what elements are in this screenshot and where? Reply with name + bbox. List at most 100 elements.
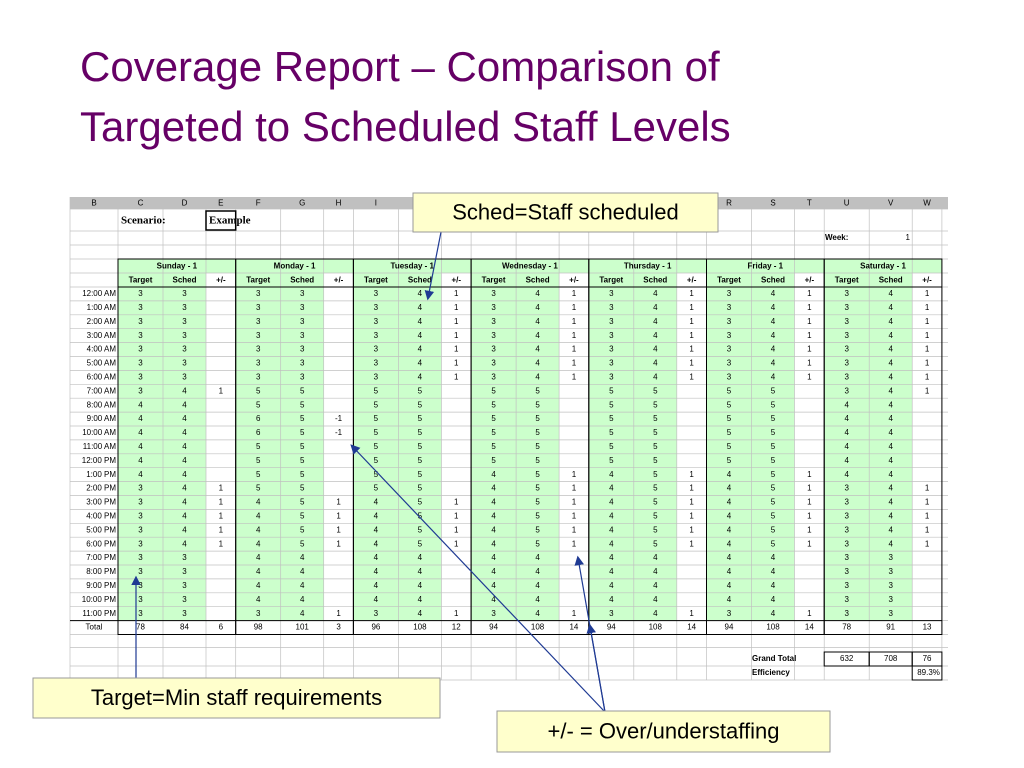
cell-value: 4 — [374, 581, 379, 590]
cell-value: 1 — [572, 372, 577, 381]
time-label: 1:00 AM — [87, 303, 117, 312]
callout-text: Sched=Staff scheduled — [452, 199, 679, 224]
cell-value: 1 — [689, 331, 694, 340]
cell-value: 4 — [653, 359, 658, 368]
cell-value: 4 — [888, 498, 893, 507]
cell-value: 5 — [491, 386, 496, 395]
cell-value: 5 — [418, 498, 423, 507]
cell-value: 4 — [653, 609, 658, 618]
cell-value: 5 — [418, 511, 423, 520]
total-value: 108 — [766, 623, 780, 632]
total-value: 13 — [923, 623, 932, 632]
cell-value: 1 — [219, 498, 224, 507]
cell-value: 4 — [771, 331, 776, 340]
cell-value: 3 — [844, 345, 849, 354]
cell-value: 1 — [336, 525, 341, 534]
cell-value: 5 — [535, 414, 540, 423]
column-letter: E — [218, 199, 223, 208]
cell-value: 3 — [374, 289, 379, 298]
cell-value: 4 — [418, 359, 423, 368]
cell-value: -1 — [335, 428, 343, 437]
sub-header: +/- — [569, 276, 579, 285]
cell-value: 4 — [771, 567, 776, 576]
cell-value: 1 — [454, 539, 459, 548]
cell-value: 4 — [727, 484, 732, 493]
cell-value: 1 — [925, 289, 930, 298]
cell-value: 3 — [300, 317, 305, 326]
cell-value: 3 — [727, 317, 732, 326]
cell-value: 4 — [535, 303, 540, 312]
sub-header: +/- — [451, 276, 461, 285]
cell-value: 3 — [182, 289, 187, 298]
cell-value: 4 — [491, 581, 496, 590]
total-value: 101 — [296, 623, 310, 632]
cell-value: 1 — [689, 359, 694, 368]
cell-value: 4 — [138, 428, 143, 437]
cell-value: 5 — [535, 428, 540, 437]
cell-value: 5 — [771, 539, 776, 548]
cell-value: 4 — [727, 567, 732, 576]
cell-value: 4 — [609, 525, 614, 534]
cell-fill — [633, 273, 677, 621]
cell-value: 5 — [418, 525, 423, 534]
column-letter: V — [888, 199, 894, 208]
cell-value: 3 — [138, 289, 143, 298]
cell-value: 4 — [418, 372, 423, 381]
cell-value: 3 — [138, 567, 143, 576]
cell-value: 4 — [491, 484, 496, 493]
cell-value: 5 — [418, 456, 423, 465]
cell-value: 4 — [182, 525, 187, 534]
cell-value: 3 — [256, 372, 261, 381]
cell-value: 5 — [653, 428, 658, 437]
cell-fill — [751, 273, 795, 621]
cell-value: 5 — [535, 456, 540, 465]
cell-value: 5 — [609, 456, 614, 465]
cell-value: 1 — [807, 303, 812, 312]
cell-value: 4 — [771, 317, 776, 326]
cell-value: 4 — [771, 289, 776, 298]
cell-value: 1 — [454, 359, 459, 368]
cell-fill — [588, 273, 634, 621]
cell-value: 4 — [374, 498, 379, 507]
cell-value: 4 — [727, 595, 732, 604]
cell-value: 3 — [888, 609, 893, 618]
total-label: Total — [86, 623, 103, 632]
cell-value: 3 — [491, 289, 496, 298]
total-value: 78 — [842, 623, 851, 632]
cell-value: 4 — [182, 414, 187, 423]
total-value: 84 — [180, 623, 189, 632]
cell-value: 1 — [454, 303, 459, 312]
cell-value: 3 — [374, 359, 379, 368]
sub-header: +/- — [805, 276, 815, 285]
cell-value: 1 — [689, 484, 694, 493]
cell-value: 5 — [300, 386, 305, 395]
cell-value: 5 — [771, 498, 776, 507]
day-header: Monday - 1 — [274, 262, 316, 271]
cell-value: 1 — [572, 303, 577, 312]
cell-value: 1 — [925, 331, 930, 340]
total-value: 78 — [136, 623, 145, 632]
cell-value: 5 — [491, 414, 496, 423]
cell-value: 4 — [888, 470, 893, 479]
cell-value: 3 — [374, 372, 379, 381]
cell-value: 4 — [374, 567, 379, 576]
cell-value: 1 — [336, 511, 341, 520]
cell-value: 1 — [219, 511, 224, 520]
cell-value: 3 — [182, 609, 187, 618]
cell-value: 5 — [609, 414, 614, 423]
cell-value: 3 — [844, 553, 849, 562]
cell-value: 5 — [374, 442, 379, 451]
cell-value: 4 — [418, 595, 423, 604]
cell-value: 4 — [300, 567, 305, 576]
callouts: Sched=Staff scheduled Target=Min staff re… — [32, 192, 831, 753]
cell-value: 5 — [256, 386, 261, 395]
cell-value: 3 — [138, 317, 143, 326]
cell-value: 1 — [572, 484, 577, 493]
cell-value: 4 — [256, 511, 261, 520]
cell-value: 5 — [300, 498, 305, 507]
cell-value: 5 — [771, 414, 776, 423]
cell-value: 3 — [727, 609, 732, 618]
cell-value: 4 — [535, 345, 540, 354]
cell-value: 5 — [653, 539, 658, 548]
cell-value: 3 — [256, 317, 261, 326]
